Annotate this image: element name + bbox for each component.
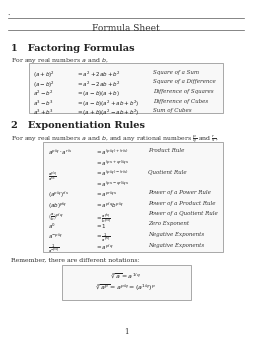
Text: For any real numbers $a$ and $b$,: For any real numbers $a$ and $b$, <box>11 56 109 65</box>
Text: $\sqrt[q]{a^p} = a^{p/q} = (a^{1/q})^p$: $\sqrt[q]{a^p} = a^{p/q} = (a^{1/q})^p$ <box>96 283 156 293</box>
Text: $a^3 + b^3$: $a^3 + b^3$ <box>33 108 54 117</box>
Text: $(ab)^{p/q}$: $(ab)^{p/q}$ <box>48 201 67 211</box>
Text: Square of a Difference: Square of a Difference <box>153 79 215 85</box>
Text: Difference of Squares: Difference of Squares <box>153 89 213 94</box>
Text: $(a+b)^2$: $(a+b)^2$ <box>33 70 55 80</box>
Text: $a^{-p/q}$: $a^{-p/q}$ <box>48 232 63 241</box>
Text: Power of a Power Rule: Power of a Power Rule <box>148 190 211 195</box>
Text: $\frac{1}{a^{-p/q}}$: $\frac{1}{a^{-p/q}}$ <box>48 242 59 255</box>
Text: $\sqrt[q]{a} = a^{1/q}$: $\sqrt[q]{a} = a^{1/q}$ <box>111 271 141 280</box>
Text: •: • <box>8 14 10 18</box>
Text: Quotient Rule: Quotient Rule <box>148 169 186 174</box>
Text: $(a-b)^2$: $(a-b)^2$ <box>33 79 55 90</box>
Text: $= (a+b)(a^2-ab+b^2)$: $= (a+b)(a^2-ab+b^2)$ <box>76 108 140 118</box>
Text: $= a^{(ps+qr)/qs}$: $= a^{(ps+qr)/qs}$ <box>95 159 130 168</box>
Text: Sum of Cubes: Sum of Cubes <box>153 108 191 113</box>
Text: For any real numbers $a$ and $b$, and any rational numbers $\frac{p}{q}$ and $\f: For any real numbers $a$ and $b$, and an… <box>11 134 219 146</box>
Text: Power of a Quotient Rule: Power of a Quotient Rule <box>148 211 218 216</box>
Text: 2   Exponentiation Rules: 2 Exponentiation Rules <box>11 121 145 130</box>
Text: $= 1$: $= 1$ <box>95 222 107 229</box>
Text: $= a^2 + 2ab + b^2$: $= a^2 + 2ab + b^2$ <box>76 70 121 79</box>
FancyBboxPatch shape <box>29 63 223 113</box>
Text: $= a^{pr/qs}$: $= a^{pr/qs}$ <box>95 190 117 199</box>
Text: $= a^{(p/q)+(r/s)}$: $= a^{(p/q)+(r/s)}$ <box>95 148 129 157</box>
Text: $(a^{p/q})^{r/s}$: $(a^{p/q})^{r/s}$ <box>48 190 69 200</box>
Text: $a^2 - b^2$: $a^2 - b^2$ <box>33 89 54 98</box>
Text: $= a^{(ps-qr)/qs}$: $= a^{(ps-qr)/qs}$ <box>95 179 130 189</box>
Text: Power of a Product Rule: Power of a Product Rule <box>148 201 215 206</box>
Text: $a^0$: $a^0$ <box>48 222 55 231</box>
Text: Remember, there are different notations:: Remember, there are different notations: <box>11 258 140 263</box>
Text: Zero Exponent: Zero Exponent <box>148 222 189 226</box>
Text: $= a^{p/q}$: $= a^{p/q}$ <box>95 242 114 252</box>
Text: 1: 1 <box>124 328 128 336</box>
Text: $= a^{(p/q)-(r/s)}$: $= a^{(p/q)-(r/s)}$ <box>95 169 129 178</box>
Text: $a^{p/q} \cdot a^{r/s}$: $a^{p/q} \cdot a^{r/s}$ <box>48 148 72 157</box>
Text: $= \frac{a^{p/q}}{b^{p/q}}$: $= \frac{a^{p/q}}{b^{p/q}}$ <box>95 211 111 226</box>
Text: $= (a-b)(a+b)$: $= (a-b)(a+b)$ <box>76 89 120 98</box>
Text: $\left(\frac{a}{b}\right)^{p/q}$: $\left(\frac{a}{b}\right)^{p/q}$ <box>48 211 63 222</box>
Text: Square of a Sum: Square of a Sum <box>153 70 199 75</box>
Text: $= (a-b)(a^2+ab+b^2)$: $= (a-b)(a^2+ab+b^2)$ <box>76 99 140 109</box>
Text: $= a^{p/q}b^{p/q}$: $= a^{p/q}b^{p/q}$ <box>95 201 124 210</box>
FancyBboxPatch shape <box>43 142 223 252</box>
Text: Product Rule: Product Rule <box>148 148 184 153</box>
Text: Difference of Cubes: Difference of Cubes <box>153 99 208 104</box>
Text: $\frac{a^{p/q}}{a^{r/s}}$: $\frac{a^{p/q}}{a^{r/s}}$ <box>48 169 57 184</box>
FancyBboxPatch shape <box>62 265 191 300</box>
Text: Formula Sheet: Formula Sheet <box>92 24 160 33</box>
Text: Negative Exponents: Negative Exponents <box>148 242 204 248</box>
Text: Negative Exponents: Negative Exponents <box>148 232 204 237</box>
Text: $= a^2 - 2ab + b^2$: $= a^2 - 2ab + b^2$ <box>76 79 121 89</box>
Text: $= \frac{1}{a^{p/q}}$: $= \frac{1}{a^{p/q}}$ <box>95 232 111 244</box>
Text: 1   Factoring Formulas: 1 Factoring Formulas <box>11 44 135 53</box>
Text: $a^3 - b^3$: $a^3 - b^3$ <box>33 99 54 108</box>
